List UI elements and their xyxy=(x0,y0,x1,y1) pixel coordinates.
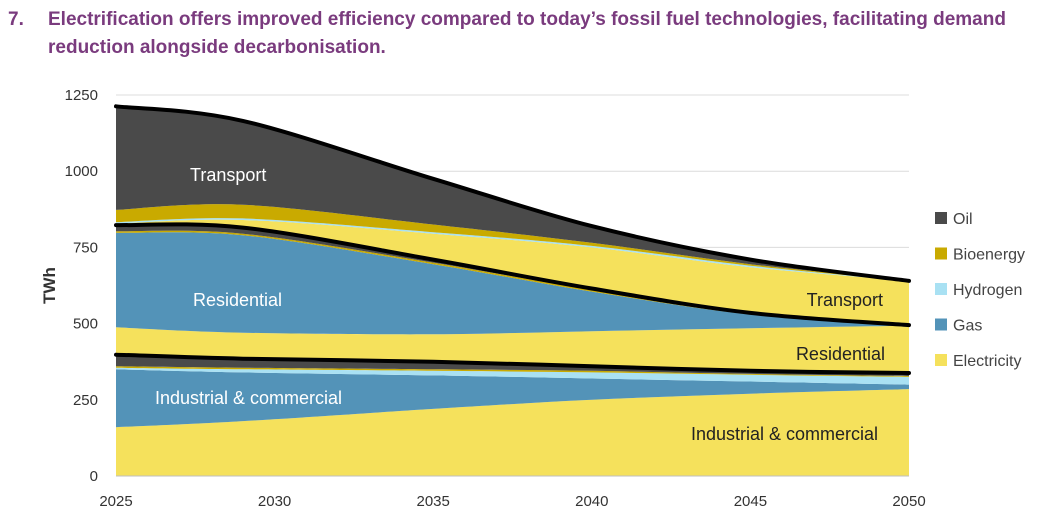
y-tick-label: 500 xyxy=(73,316,98,333)
area-industrial-commercial-electricity xyxy=(116,389,909,476)
heading-number: 7. xyxy=(8,9,24,30)
divider-line-industrial-commercial xyxy=(114,352,911,375)
legend-label-oil: Oil xyxy=(953,211,973,228)
divider-line-transport xyxy=(114,104,911,283)
legend: Oil Bioenergy Hydrogen Gas Electricity xyxy=(935,211,1025,370)
area-industrial-commercial-bioenergy xyxy=(116,366,909,377)
label-industrial-electric: Industrial & commercial xyxy=(691,424,878,444)
area-industrial-commercial-gas xyxy=(116,369,909,428)
x-tick-label: 2035 xyxy=(417,493,450,510)
legend-swatch-gas xyxy=(935,318,947,331)
x-tick-label: 2025 xyxy=(99,493,132,510)
label-industrial-gas: Industrial & commercial xyxy=(155,388,342,408)
area-labels: Transport Residential Industrial & commerc… xyxy=(155,165,885,444)
legend-swatch-bioenergy xyxy=(935,247,947,260)
legend-swatch-oil xyxy=(935,212,947,224)
y-tick-label: 250 xyxy=(73,392,98,409)
label-transport-electric: Transport xyxy=(807,290,883,310)
heading-title: Electrification offers improved efficien… xyxy=(48,9,1006,58)
legend-label-gas: Gas xyxy=(953,318,982,335)
x-tick-label: 2045 xyxy=(734,493,767,510)
x-tick-label: 2030 xyxy=(258,493,291,510)
x-tick-label: 2040 xyxy=(575,493,608,510)
legend-label-electricity: Electricity xyxy=(953,353,1021,370)
y-tick-label: 1000 xyxy=(65,163,98,180)
legend-swatch-electricity xyxy=(935,354,947,366)
label-residential-gas: Residential xyxy=(193,290,282,310)
area-residential-electricity xyxy=(116,325,909,373)
y-axis-title: TWh xyxy=(40,267,59,304)
area-industrial-commercial-hydrogen xyxy=(116,367,909,385)
divider-line-residential xyxy=(114,222,911,328)
area-transport-bioenergy xyxy=(116,204,909,281)
x-tick-label: 2050 xyxy=(892,493,925,510)
label-residential-electric: Residential xyxy=(796,344,885,364)
label-transport-fossil: Transport xyxy=(190,165,266,185)
sector-divider-lines xyxy=(114,104,911,375)
area-transport-oil xyxy=(116,106,909,281)
y-tick-label: 0 xyxy=(90,468,98,485)
axes: 0 250 500 750 1000 1250 2025 2030 2035 2040 2045 20… xyxy=(40,87,926,510)
y-tick-label: 1250 xyxy=(65,87,98,104)
area-residential-gas xyxy=(116,232,909,335)
legend-label-bioenergy: Bioenergy xyxy=(953,247,1025,264)
legend-swatch-hydrogen xyxy=(935,283,947,295)
y-tick-label: 750 xyxy=(73,239,98,256)
legend-label-hydrogen: Hydrogen xyxy=(953,282,1022,299)
